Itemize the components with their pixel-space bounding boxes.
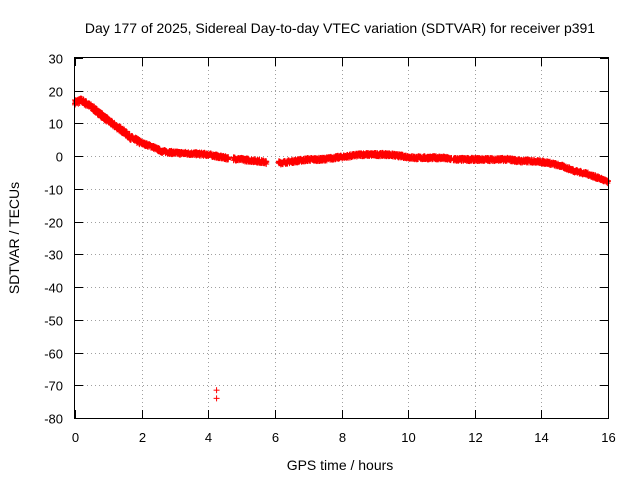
axis-ticks: 30 20 10 0 -10 -20 -30 -40 -50 -60 -70 -80 0 2 4 6 8 10 12… [44, 52, 616, 446]
data-point [123, 128, 130, 135]
x-tick-label: 4 [205, 430, 212, 445]
x-tick-label: 8 [339, 430, 346, 445]
x-tick-label: 10 [401, 430, 415, 445]
data-points [72, 95, 611, 402]
data-point [213, 387, 220, 394]
y-tick-label: -40 [44, 281, 63, 296]
y-tick-label: -80 [44, 412, 63, 427]
y-tick-label: -50 [44, 314, 63, 329]
y-tick-label: -30 [44, 248, 63, 263]
plot-frame [74, 57, 609, 419]
y-tick-label: -60 [44, 347, 63, 362]
x-tick-label: 6 [272, 430, 279, 445]
chart-title: Day 177 of 2025, Sidereal Day-to-day VTE… [85, 20, 595, 36]
x-tick-label: 0 [72, 430, 79, 445]
x-axis-label: GPS time / hours [287, 457, 394, 473]
y-tick-label: 0 [56, 150, 63, 165]
data-point [263, 161, 270, 168]
y-tick-label: -20 [44, 216, 63, 231]
data-point [225, 154, 232, 161]
y-axis-label: SDTVAR / TECUs [6, 182, 22, 294]
x-tick-label: 2 [139, 430, 146, 445]
grid-lines [75, 58, 608, 418]
data-point [213, 395, 220, 402]
y-tick-label: -70 [44, 379, 63, 394]
x-tick-label: 14 [534, 430, 548, 445]
x-tick-label: 16 [601, 430, 615, 445]
y-tick-label: 30 [49, 52, 63, 67]
y-tick-label: 10 [49, 117, 63, 132]
y-tick-label: 20 [49, 85, 63, 100]
y-tick-label: -10 [44, 183, 63, 198]
x-tick-label: 12 [468, 430, 482, 445]
